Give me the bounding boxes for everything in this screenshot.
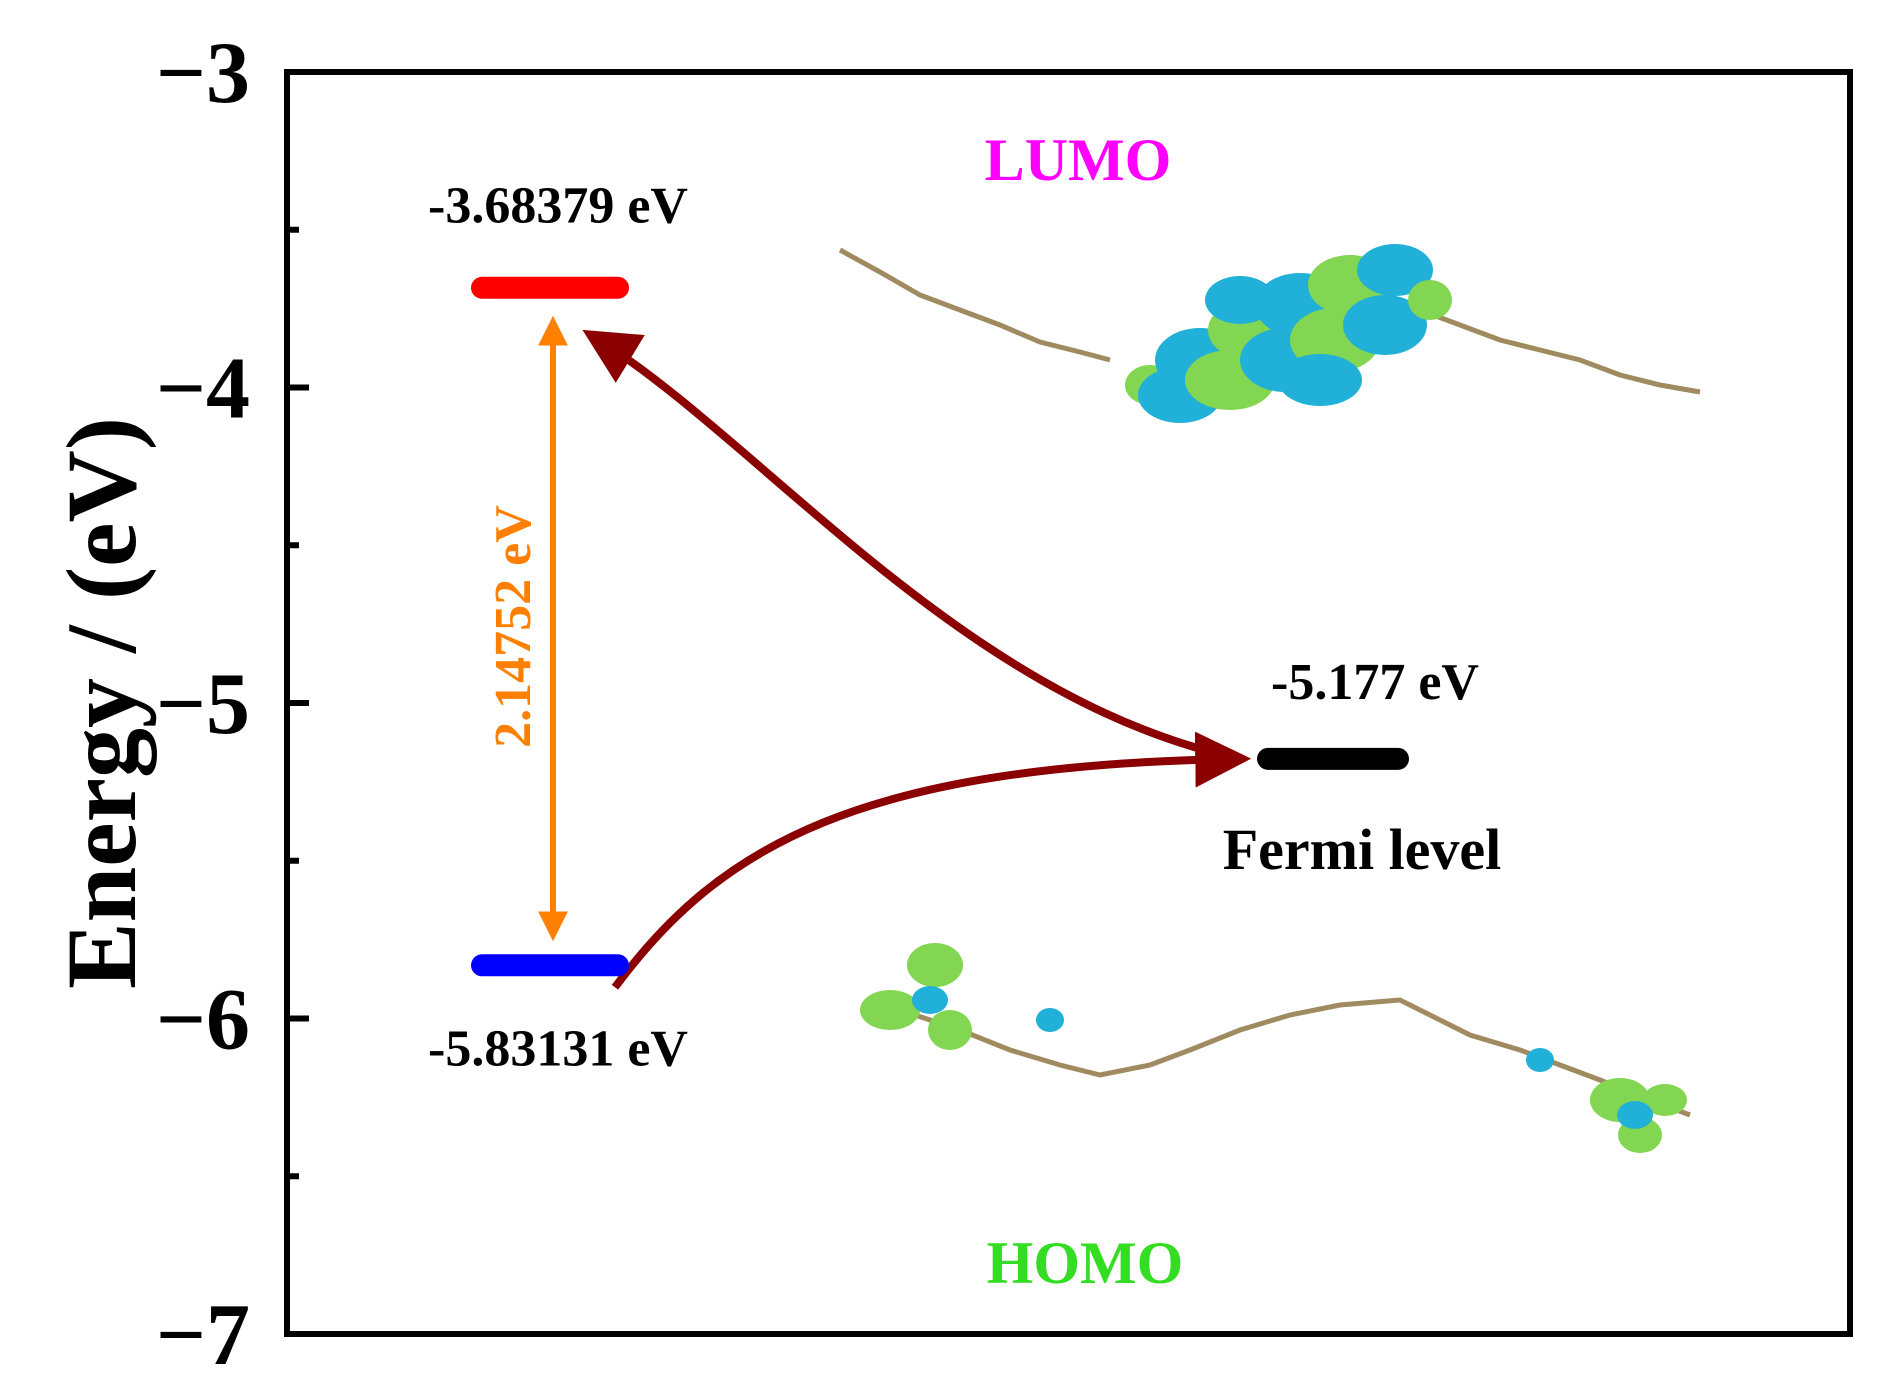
y-tick-label: −5	[156, 656, 250, 753]
y-tick-label: −3	[156, 25, 250, 122]
y-tick-label: −4	[156, 341, 250, 438]
lumo-energy-label: -3.68379 eV	[428, 178, 688, 235]
homo-to-fermi-arrow	[611, 731, 1252, 990]
homo-orbital-label: HOMO	[987, 1230, 1184, 1296]
band-gap-label: 2.14752 eV	[485, 505, 542, 748]
homo-energy-label: -5.83131 eV	[428, 1020, 688, 1077]
y-axis-label: Energy / (eV)	[46, 417, 157, 989]
lumo-molecule-illustration	[838, 244, 1701, 423]
y-tick-label: −7	[156, 1287, 250, 1384]
fermi-level-caption: Fermi level	[1223, 817, 1502, 882]
homo-molecule-illustration	[860, 943, 1691, 1153]
fermi-to-lumo-arrow	[582, 329, 1241, 763]
lumo-orbital-label: LUMO	[985, 127, 1172, 193]
y-tick-label: −6	[156, 972, 250, 1069]
fermi-energy-label: -5.177 eV	[1271, 654, 1479, 711]
